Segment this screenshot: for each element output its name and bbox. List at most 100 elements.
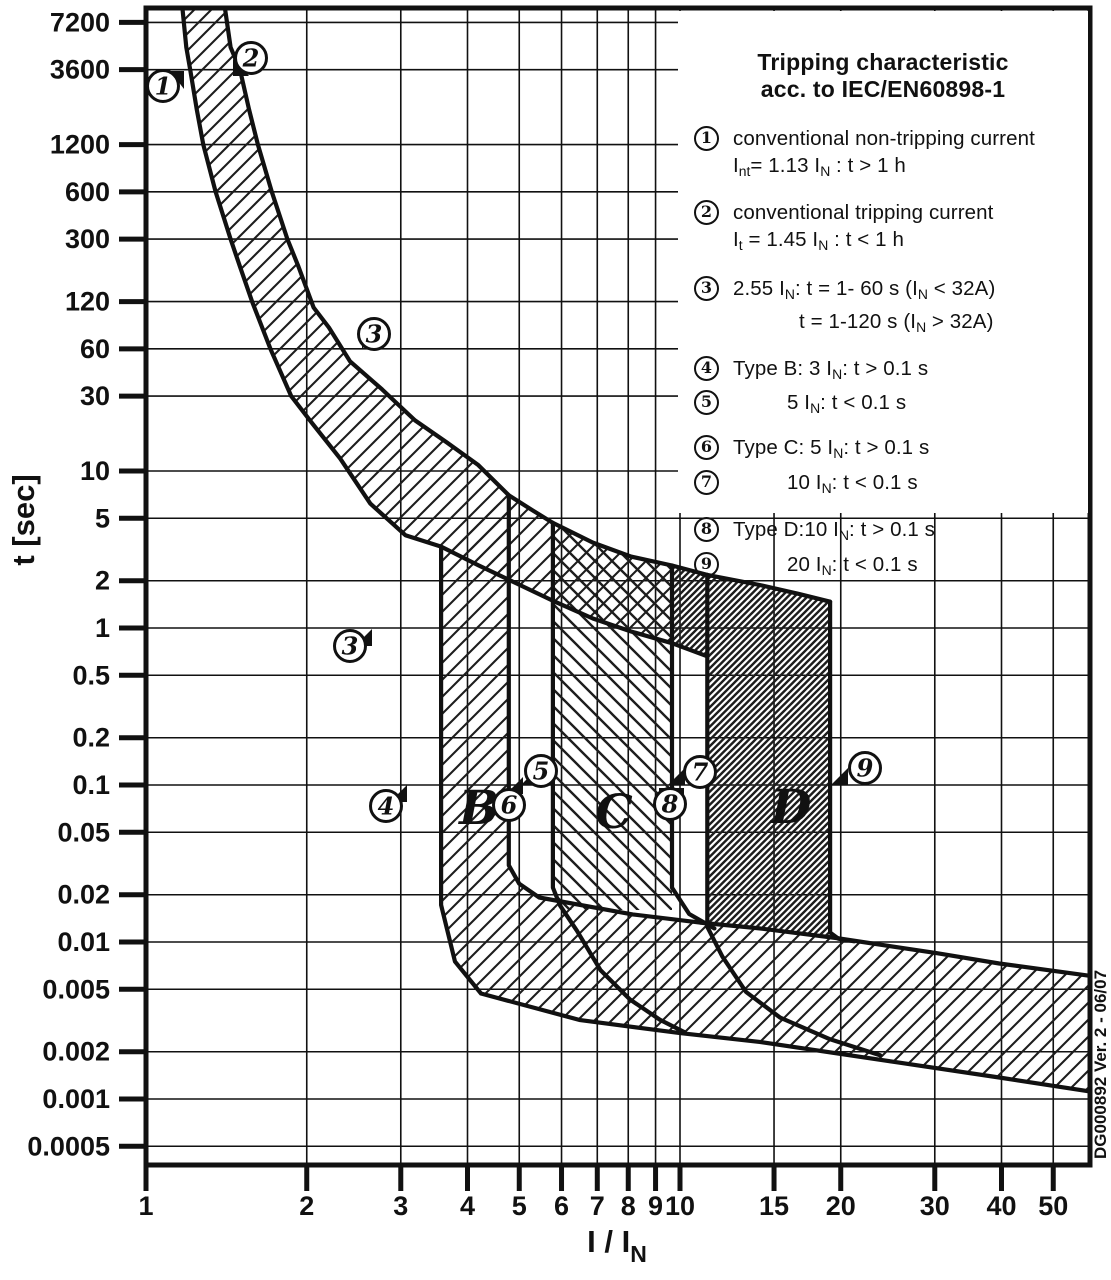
- legend-item-7-circle: 7: [694, 470, 719, 496]
- marker-5-number: 5: [533, 757, 550, 786]
- band-letters: B C D: [457, 780, 811, 840]
- legend-item-6-circle: 6: [694, 435, 719, 461]
- marker-8-number: 8: [661, 790, 679, 819]
- svg-text:0.005: 0.005: [42, 974, 110, 1004]
- curve-d_left_drop: [705, 572, 883, 1058]
- document-code: DG000892 Ver. 2 - 06/07: [1091, 970, 1110, 1159]
- legend-item-1-text: conventional non-tripping current Int= 1.…: [733, 127, 1035, 179]
- legend-item-9-text: 20 IN: t < 0.1 s: [787, 553, 918, 578]
- legend-item-1: 1 conventional non-tripping current Int= 1…: [678, 125, 1088, 185]
- legend-item-3-circle: 3: [694, 275, 719, 301]
- marker-8-circle: [653, 787, 687, 821]
- marker-1-number: 1: [155, 72, 172, 101]
- curve-c_right_drop: [669, 563, 717, 931]
- svg-text:10: 10: [665, 1191, 695, 1221]
- legend-items: 1 conventional non-tripping current Int= 1…: [678, 125, 1088, 584]
- svg-text:60: 60: [80, 334, 110, 364]
- legend-item-4-circle: 4: [694, 355, 719, 381]
- curve-curve1_non_tripping: [180, 8, 710, 659]
- svg-text:5: 5: [512, 1191, 527, 1221]
- marker-5-circle: [524, 754, 558, 788]
- legend-item-5-text: 5 IN: t < 0.1 s: [787, 391, 907, 417]
- marker-7-circle: [683, 755, 717, 789]
- legend-title: Tripping characteristic acc. to IEC/EN60…: [678, 49, 1088, 103]
- svg-text:0.5: 0.5: [72, 660, 110, 690]
- legend-panel: Tripping characteristic acc. to IEC/EN60…: [678, 11, 1088, 578]
- svg-text:0.02: 0.02: [57, 880, 110, 910]
- type-b-and-instantaneous-band-fill: [441, 495, 1089, 1092]
- marker-9-pointer-icon: [831, 768, 848, 785]
- svg-text:2: 2: [299, 1191, 314, 1221]
- svg-text:300: 300: [65, 224, 110, 254]
- legend-item-2-circle: 2: [694, 199, 719, 225]
- svg-text:0.0005: 0.0005: [27, 1131, 110, 1161]
- marker-9-number: 9: [857, 754, 874, 783]
- svg-text:0.001: 0.001: [42, 1084, 110, 1114]
- boundary-curves: [180, 8, 1090, 1094]
- curve-b_right_drop: [506, 493, 1090, 978]
- svg-text:0.2: 0.2: [72, 723, 110, 753]
- svg-text:0.1: 0.1: [72, 770, 110, 800]
- marker-3-circle: [333, 629, 367, 663]
- marker-7-number: 7: [692, 758, 709, 787]
- legend-title-line1: Tripping characteristic: [757, 49, 1009, 75]
- svg-text:20: 20: [826, 1191, 856, 1221]
- legend-item-4-text: Type B: 3 IN: t > 0.1 s: [733, 356, 929, 382]
- plot-border: [143, 5, 1093, 1168]
- svg-text:0.002: 0.002: [42, 1037, 110, 1067]
- svg-text:40: 40: [986, 1191, 1016, 1221]
- legend-item-8-text: Type D:10 IN: t > 0.1 s: [733, 518, 936, 544]
- legend-item-6: 6 Type C: 5 IN: t > 0.1 s: [678, 434, 1088, 467]
- svg-text:8: 8: [621, 1191, 636, 1221]
- legend-item-2: 2 conventional tripping current It = 1.45 …: [678, 199, 1088, 259]
- svg-text:30: 30: [920, 1191, 950, 1221]
- marker-9-circle: [848, 751, 882, 785]
- svg-text:0.05: 0.05: [57, 817, 110, 847]
- y-axis-title: t [sec]: [6, 474, 41, 565]
- svg-text:0.01: 0.01: [57, 927, 110, 957]
- svg-text:15: 15: [759, 1191, 789, 1221]
- marker-3-number: 3: [366, 320, 383, 349]
- band-letter-C: C: [595, 785, 632, 840]
- svg-text:6: 6: [554, 1191, 569, 1221]
- svg-text:1200: 1200: [50, 130, 110, 160]
- marker-6-circle: [492, 788, 526, 822]
- marker-1-circle: [146, 69, 180, 103]
- legend-item-3-text: 2.55 IN: t = 1- 60 s (IN < 32A) t = 1-120…: [733, 276, 996, 335]
- marker-4-circle: [369, 789, 403, 823]
- legend-item-6-text: Type C: 5 IN: t > 0.1 s: [733, 436, 930, 462]
- legend-item-7: 7 10 IN: t < 0.1 s: [678, 469, 1088, 502]
- legend-item-1-circle: 1: [694, 126, 719, 151]
- legend-item-5: 5 5 IN: t < 0.1 s: [678, 389, 1088, 422]
- band-letter-B: B: [457, 781, 499, 836]
- legend-item-3: 3 2.55 IN: t = 1- 60 s (IN < 32A) t = 1-12…: [678, 275, 1088, 341]
- marker-3-circle: [357, 317, 391, 351]
- type-d-band-fill: [672, 565, 839, 939]
- x-axis-title: I / IN: [587, 1224, 647, 1267]
- svg-text:3: 3: [393, 1191, 408, 1221]
- svg-text:10: 10: [80, 456, 110, 486]
- svg-text:1: 1: [138, 1191, 153, 1221]
- legend-item-8: 8 Type D:10 IN: t > 0.1 s: [678, 516, 1088, 549]
- svg-text:3600: 3600: [50, 55, 110, 85]
- marker-2-circle: [234, 41, 268, 75]
- marker-2-number: 2: [242, 44, 260, 73]
- svg-text:120: 120: [65, 287, 110, 317]
- marker-6-number: 6: [501, 791, 518, 820]
- axis-ticks: [119, 19, 1056, 1191]
- x-axis-tick-labels: 1 2 3 4 5 6 7 8 9 10 15 20 30 40 50: [138, 1191, 1068, 1221]
- svg-text:7200: 7200: [50, 7, 110, 37]
- legend-item-5-circle: 5: [694, 390, 719, 416]
- marker-7-pointer-icon: [668, 768, 685, 785]
- svg-text:9: 9: [648, 1191, 663, 1221]
- svg-text:50: 50: [1038, 1191, 1068, 1221]
- curve-d_right_drop: [828, 599, 857, 944]
- svg-text:4: 4: [460, 1191, 475, 1221]
- legend-item-9-circle: 9: [694, 552, 719, 578]
- legend-item-4: 4 Type B: 3 IN: t > 0.1 s: [678, 355, 1088, 388]
- svg-text:2: 2: [95, 566, 110, 596]
- marker-3-number: 3: [342, 632, 359, 661]
- legend-item-9: 9 20 IN: t < 0.1 s: [678, 551, 1088, 584]
